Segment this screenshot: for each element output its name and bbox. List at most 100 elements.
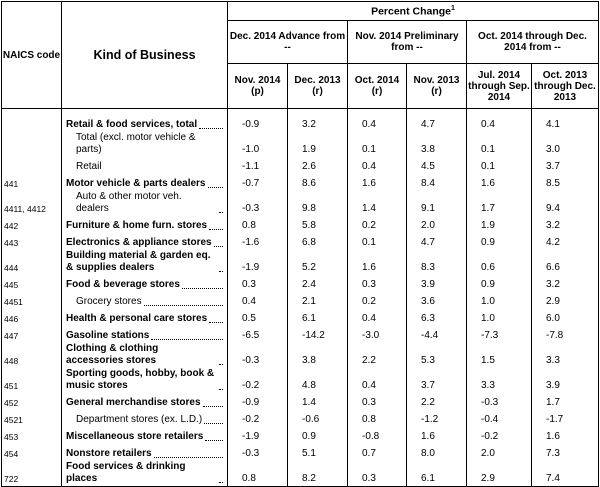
percent-value: -1.7	[530, 410, 600, 427]
column-note: (r)	[312, 86, 323, 97]
percent-value: -1.9	[227, 427, 288, 444]
percent-value: 3.0	[530, 132, 600, 157]
percent-value: 8.3	[406, 250, 467, 275]
kind-of-business: Food & beverage stores	[61, 275, 228, 292]
kind-text: Nonstore retailers	[66, 448, 152, 459]
kind-leader: Sporting goods, hobby, book & music stor…	[66, 368, 223, 392]
percent-value: -0.3	[466, 393, 532, 410]
table-row: 444 Building material & garden eq. & supp…	[1, 250, 600, 275]
percent-value: 7.3	[530, 444, 600, 461]
naics-code: 442	[1, 216, 62, 233]
percent-value: 2.6	[287, 157, 348, 174]
table-row: 447 Gasoline stations -6.5 -14.2 -3.0 -4.4 -7.…	[1, 326, 600, 343]
kind-of-business: Retail	[61, 157, 228, 174]
kind-text: Furniture & home furn. stores	[66, 220, 208, 231]
percent-value: 1.4	[347, 191, 407, 216]
kind-leader: Auto & other motor veh. dealers	[76, 191, 223, 215]
percent-value: 0.2	[347, 292, 407, 309]
kind-text: Electronics & appliance stores	[66, 237, 212, 248]
percent-value: -0.2	[466, 427, 532, 444]
column-header: Nov. 2014 (p)	[227, 63, 288, 109]
kind-leader: Health & personal care stores	[66, 313, 223, 325]
percent-value: -6.5	[227, 326, 288, 343]
percent-value: 2.4	[287, 275, 348, 292]
dot-leader	[202, 406, 223, 407]
percent-value: 1.6	[530, 427, 600, 444]
kind-of-business: Furniture & home furn. stores	[61, 216, 228, 233]
percent-value: 1.5	[466, 343, 532, 368]
percent-value: 3.3	[466, 368, 532, 393]
dot-leader	[153, 457, 223, 458]
kind-of-business: Building material & garden eq. & supplie…	[61, 250, 228, 275]
table-row: 4451 Grocery stores 0.4 2.1 0.2 3.6 1.0 2.9	[1, 292, 600, 309]
naics-code: 445	[1, 275, 62, 292]
kind-of-business: Food services & drinking places	[61, 461, 228, 487]
percent-value: 3.8	[406, 132, 467, 157]
percent-change-text: Percent Change	[371, 5, 452, 18]
percent-value: -0.4	[466, 410, 532, 427]
group-header: Dec. 2014 Advance from --	[227, 20, 348, 64]
column-header: Nov. 2013 (r)	[406, 63, 467, 109]
table-row: 448 Clothing & clothing accessories store…	[1, 343, 600, 368]
percent-value: 0.4	[347, 108, 407, 132]
kind-leader: Gasoline stations	[66, 330, 223, 342]
table-row: 722 Food services & drinking places 0.8 8.2…	[1, 461, 600, 487]
percent-value: 2.9	[466, 461, 532, 487]
percent-value: -1.0	[227, 132, 288, 157]
group-header: Nov. 2014 Preliminary from --	[347, 20, 467, 64]
table-row: Retail -1.1 2.6 0.4 4.5 0.1 3.7	[1, 157, 600, 174]
table-row: 441 Motor vehicle & parts dealers -0.7 8.6 1…	[1, 174, 600, 191]
naics-code: 444	[1, 250, 62, 275]
kind-text: Building material & garden eq. & supplie…	[66, 250, 211, 273]
dot-leader	[143, 305, 223, 306]
percent-value: 0.6	[466, 250, 532, 275]
footnote-marker: 1	[451, 4, 455, 12]
kind-leader: Retail & food services, total	[66, 119, 223, 131]
dot-leader	[209, 229, 223, 230]
percent-value: 1.7	[530, 393, 600, 410]
dot-leader	[219, 364, 223, 365]
percent-value: 3.7	[530, 157, 600, 174]
percent-value: 2.1	[287, 292, 348, 309]
percent-value: 0.9	[466, 233, 532, 250]
percent-value: 9.4	[530, 191, 600, 216]
column-header: Jul. 2014 through Sep. 2014	[466, 63, 532, 109]
naics-code: 451	[1, 368, 62, 393]
kind-leader: Clothing & clothing accessories stores	[66, 343, 223, 367]
table-row: 443 Electronics & appliance stores -1.6 6.8…	[1, 233, 600, 250]
table-row: 446 Health & personal care stores 0.5 6.1 0.…	[1, 309, 600, 326]
kind-text: Motor vehicle & parts dealers	[66, 178, 206, 189]
percent-value: 1.7	[466, 191, 532, 216]
kind-leader: Miscellaneous store retailers	[66, 431, 223, 443]
table-row: 452 General merchandise stores -0.9 1.4 0.3 2…	[1, 393, 600, 410]
percent-value: 0.4	[347, 309, 407, 326]
dot-leader	[219, 212, 223, 213]
kind-leader: Nonstore retailers	[66, 448, 223, 460]
percent-value: 0.7	[347, 444, 407, 461]
percent-value: 1.0	[466, 292, 532, 309]
percent-value: 4.7	[406, 233, 467, 250]
percent-value: -7.3	[466, 326, 532, 343]
kind-leader: Grocery stores	[76, 296, 223, 308]
kind-of-business: General merchandise stores	[61, 393, 228, 410]
percent-value: 0.1	[466, 132, 532, 157]
percent-value: 3.2	[287, 108, 348, 132]
percent-value: 1.6	[347, 174, 407, 191]
kind-of-business: Nonstore retailers	[61, 444, 228, 461]
naics-code	[1, 108, 62, 132]
naics-code: 447	[1, 326, 62, 343]
percent-value: 8.0	[406, 444, 467, 461]
naics-code: 443	[1, 233, 62, 250]
column-header: Oct. 2013 through Dec. 2013	[530, 63, 600, 109]
percent-value: 0.3	[347, 393, 407, 410]
table-row: 4521 Department stores (ex. L.D.) -0.2 -0.6…	[1, 410, 600, 427]
percent-value: 2.2	[347, 343, 407, 368]
dot-leader	[207, 187, 223, 188]
dot-leader	[199, 128, 223, 129]
naics-code: 722	[1, 461, 62, 487]
percent-value: 8.6	[287, 174, 348, 191]
percent-value: -0.7	[227, 174, 288, 191]
percent-value: -0.2	[227, 368, 288, 393]
percent-value: 0.8	[227, 461, 288, 487]
